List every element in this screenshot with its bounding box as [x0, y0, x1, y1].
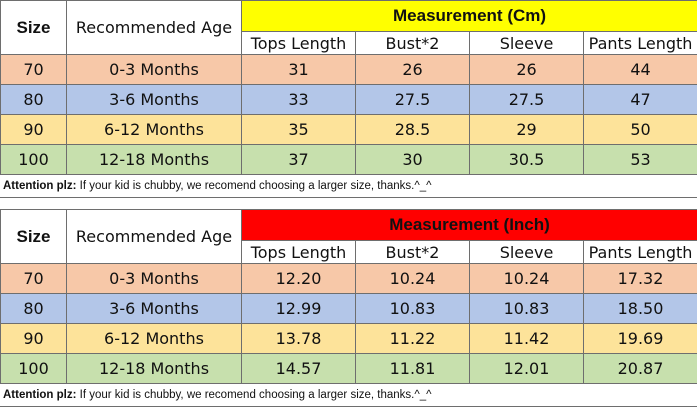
col-bust: Bust*2: [355, 240, 470, 264]
pants-length-cell: 50: [582, 114, 697, 145]
col-tops-length: Tops Length: [241, 240, 356, 264]
tops-length-cell: 12.20: [241, 263, 356, 294]
pants-length-cell: 19.69: [582, 323, 697, 354]
table-row: 100 12-18 Months 14.57 11.81 12.01 20.87: [0, 353, 697, 384]
sleeve-cell: 26: [469, 54, 584, 85]
age-cell: 0-3 Months: [66, 263, 242, 294]
col-pants-length: Pants Length: [582, 31, 697, 55]
sleeve-cell: 29: [469, 114, 584, 145]
bust-cell: 30: [355, 144, 470, 175]
size-cell: 80: [0, 293, 67, 324]
size-header: Size: [0, 209, 67, 264]
tops-length-cell: 13.78: [241, 323, 356, 354]
sleeve-cell: 30.5: [469, 144, 584, 175]
col-tops-length: Tops Length: [241, 31, 356, 55]
pants-length-cell: 17.32: [582, 263, 697, 294]
pants-length-cell: 20.87: [582, 353, 697, 384]
tops-length-cell: 33: [241, 84, 356, 115]
table-row: 70 0-3 Months 31 26 26 44: [0, 54, 697, 85]
tops-length-cell: 35: [241, 114, 356, 145]
size-chart-cm: Size Recommended Age Measurement (Cm) To…: [0, 0, 697, 198]
col-sleeve: Sleeve: [469, 31, 584, 55]
bust-cell: 28.5: [355, 114, 470, 145]
sleeve-cell: 11.42: [469, 323, 584, 354]
age-cell: 0-3 Months: [66, 54, 242, 85]
bust-cell: 27.5: [355, 84, 470, 115]
size-table-cm: Size Recommended Age Measurement (Cm) To…: [0, 0, 697, 175]
size-cell: 80: [0, 84, 67, 115]
sleeve-cell: 27.5: [469, 84, 584, 115]
age-header: Recommended Age: [66, 209, 242, 264]
bust-cell: 10.24: [355, 263, 470, 294]
tops-length-cell: 31: [241, 54, 356, 85]
size-table-inch: Size Recommended Age Measurement (Inch) …: [0, 209, 697, 384]
table-row: 90 6-12 Months 35 28.5 29 50: [0, 114, 697, 145]
col-pants-length: Pants Length: [582, 240, 697, 264]
sleeve-cell: 10.24: [469, 263, 584, 294]
age-cell: 12-18 Months: [66, 353, 242, 384]
age-cell: 3-6 Months: [66, 293, 242, 324]
age-cell: 6-12 Months: [66, 114, 242, 145]
measurement-title-cm: Measurement (Cm): [240, 0, 697, 32]
attention-text: If your kid is chubby, we recomend choos…: [76, 180, 432, 192]
measurement-title-inch: Measurement (Inch): [240, 209, 697, 241]
size-cell: 90: [0, 114, 67, 145]
size-cell: 100: [0, 353, 67, 384]
size-cell: 70: [0, 263, 67, 294]
attention-note: Attention plz: If your kid is chubby, we…: [0, 175, 697, 198]
col-bust: Bust*2: [355, 31, 470, 55]
age-header: Recommended Age: [66, 0, 242, 55]
bust-cell: 10.83: [355, 293, 470, 324]
bust-cell: 26: [355, 54, 470, 85]
pants-length-cell: 47: [582, 84, 697, 115]
table-row: 80 3-6 Months 12.99 10.83 10.83 18.50: [0, 293, 697, 324]
pants-length-cell: 53: [582, 144, 697, 175]
tops-length-cell: 37: [241, 144, 356, 175]
bust-cell: 11.81: [355, 353, 470, 384]
attention-label: Attention plz:: [3, 389, 77, 401]
size-header: Size: [0, 0, 67, 55]
col-sleeve: Sleeve: [469, 240, 584, 264]
size-cell: 70: [0, 54, 67, 85]
size-cell: 100: [0, 144, 67, 175]
table-row: 70 0-3 Months 12.20 10.24 10.24 17.32: [0, 263, 697, 294]
table-row: 90 6-12 Months 13.78 11.22 11.42 19.69: [0, 323, 697, 354]
age-cell: 3-6 Months: [66, 84, 242, 115]
bust-cell: 11.22: [355, 323, 470, 354]
sleeve-cell: 10.83: [469, 293, 584, 324]
age-cell: 12-18 Months: [66, 144, 242, 175]
table-row: 80 3-6 Months 33 27.5 27.5 47: [0, 84, 697, 115]
size-chart-inch: Size Recommended Age Measurement (Inch) …: [0, 209, 697, 407]
size-cell: 90: [0, 323, 67, 354]
pants-length-cell: 44: [582, 54, 697, 85]
age-cell: 6-12 Months: [66, 323, 242, 354]
tops-length-cell: 12.99: [241, 293, 356, 324]
attention-note: Attention plz: If your kid is chubby, we…: [0, 384, 697, 407]
table-row: 100 12-18 Months 37 30 30.5 53: [0, 144, 697, 175]
pants-length-cell: 18.50: [582, 293, 697, 324]
sleeve-cell: 12.01: [469, 353, 584, 384]
attention-label: Attention plz:: [3, 180, 77, 192]
attention-text: If your kid is chubby, we recomend choos…: [76, 389, 432, 401]
tops-length-cell: 14.57: [241, 353, 356, 384]
